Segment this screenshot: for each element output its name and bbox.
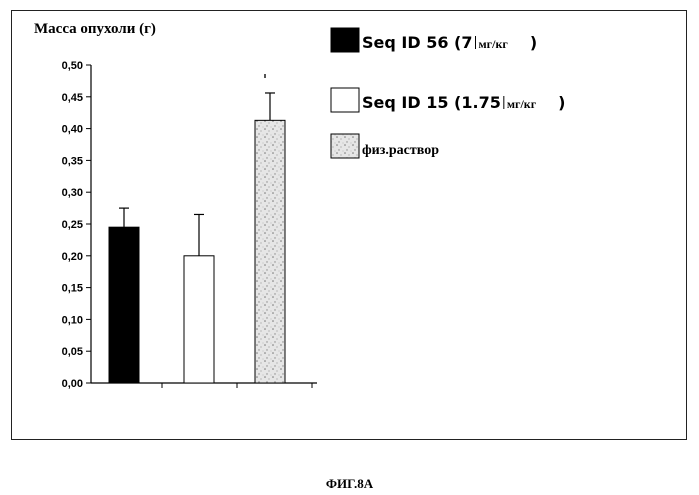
figure-caption: ФИГ.8А — [0, 476, 699, 492]
bar — [109, 227, 139, 383]
y-tick-label: 0,15 — [62, 283, 83, 295]
legend-close-paren: ) — [530, 33, 537, 52]
y-tick-label: 0,40 — [62, 124, 83, 136]
legend-swatch — [331, 28, 359, 52]
legend-label: Seq ID 56 (7 — [362, 33, 472, 52]
legend-swatch — [331, 134, 359, 158]
y-tick-label: 0,00 — [62, 378, 83, 390]
legend-unit: мг/кг — [507, 97, 537, 111]
y-tick-label: 0,50 — [62, 60, 83, 72]
bars — [109, 120, 285, 383]
legend-label: Seq ID 15 (1.75 — [362, 93, 501, 112]
y-tick-label: 0,10 — [62, 314, 83, 326]
y-tick-label: 0,30 — [62, 187, 83, 199]
legend-swatch — [331, 88, 359, 112]
y-tick-label: 0,20 — [62, 251, 83, 263]
legend-label: физ.раствор — [362, 143, 439, 158]
legend: Seq ID 56 (7 мг/кг) Seq ID 15 (1.75 мг/кг) ф… — [331, 28, 565, 158]
chart-title: Масса опухоли (г) — [34, 21, 156, 37]
error-bars — [119, 93, 275, 256]
legend-close-paren: ) — [558, 93, 565, 112]
y-tick-label: 0,35 — [62, 155, 83, 167]
y-tick-label: 0,25 — [62, 219, 83, 231]
bar — [184, 256, 214, 383]
legend-unit: мг/кг — [478, 37, 508, 51]
scan-speck — [264, 74, 266, 78]
y-tick-label: 0,45 — [62, 92, 83, 104]
bar — [255, 120, 285, 383]
y-tick-label: 0,05 — [62, 346, 83, 358]
